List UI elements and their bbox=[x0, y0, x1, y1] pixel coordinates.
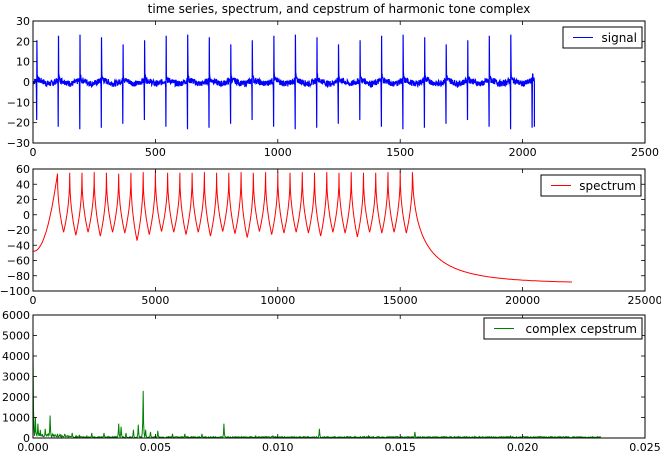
x-tick-label: 15000 bbox=[383, 294, 418, 307]
x-tick-label: 0.015 bbox=[384, 441, 416, 454]
y-tick-label: −100 bbox=[0, 285, 30, 298]
spectrum-line bbox=[33, 171, 572, 283]
y-tick-label: 1000 bbox=[2, 412, 30, 425]
y-tick-label: −10 bbox=[7, 96, 30, 109]
figure-title: time series, spectrum, and cepstrum of h… bbox=[148, 2, 531, 16]
legend-label: spectrum bbox=[579, 179, 636, 193]
signal-line bbox=[33, 34, 536, 130]
x-tick-label: 0.005 bbox=[140, 441, 172, 454]
time-series-axes: 0 500 1000 1500 2000 2500 −30 −20 −10 0 10 20 30 sign… bbox=[7, 15, 659, 159]
x-tick-label: 20000 bbox=[505, 294, 540, 307]
x-tick-label: 10000 bbox=[260, 294, 295, 307]
x-tick-label: 1000 bbox=[264, 146, 292, 159]
y-tick-label: −20 bbox=[7, 117, 30, 130]
y-tick-label: 40 bbox=[16, 178, 30, 191]
x-tick-label: 2500 bbox=[631, 146, 659, 159]
y-tick-label: 3000 bbox=[2, 371, 30, 384]
x-tick-label: 0.000 bbox=[17, 441, 49, 454]
y-tick-label: 60 bbox=[16, 163, 30, 176]
x-tick-label: 0.020 bbox=[507, 441, 539, 454]
y-tick-label: −40 bbox=[7, 239, 30, 252]
x-tick-label: 0 bbox=[30, 146, 37, 159]
y-tick-label: 20 bbox=[16, 194, 30, 207]
x-tick-label: 2000 bbox=[509, 146, 537, 159]
legend: spectrum bbox=[540, 174, 642, 197]
x-tick-label: 5000 bbox=[141, 294, 169, 307]
y-tick-label: 2000 bbox=[2, 391, 30, 404]
legend: signal bbox=[562, 26, 643, 49]
y-tick-label: 6000 bbox=[2, 309, 30, 322]
cepstrum-axes: 0.000 0.005 0.010 0.015 0.020 0.025 0 1000 2000 3… bbox=[2, 309, 661, 454]
complex-cepstrum-line bbox=[33, 349, 601, 438]
x-tick-label: 0.025 bbox=[629, 441, 661, 454]
x-tick-label: 25000 bbox=[628, 294, 661, 307]
y-tick-label: 10 bbox=[16, 56, 30, 69]
spectrum-axes: 0 5000 10000 15000 20000 25000 −100 −80 −60 −40 −2… bbox=[0, 163, 661, 307]
y-tick-label: 30 bbox=[16, 15, 30, 28]
y-tick-label: −30 bbox=[7, 137, 30, 150]
x-tick-label: 0.010 bbox=[262, 441, 294, 454]
x-tick-label: 0 bbox=[30, 294, 37, 307]
y-tick-label: 0 bbox=[23, 76, 30, 89]
y-tick-label: −80 bbox=[7, 270, 30, 283]
y-tick-label: 20 bbox=[16, 35, 30, 48]
y-tick-label: −60 bbox=[7, 255, 30, 268]
x-tick-label: 500 bbox=[145, 146, 166, 159]
y-tick-label: −20 bbox=[7, 224, 30, 237]
x-tick-label: 1500 bbox=[386, 146, 414, 159]
y-tick-label: 4000 bbox=[2, 350, 30, 363]
y-tick-label: 0 bbox=[23, 209, 30, 222]
y-tick-label: 0 bbox=[23, 432, 30, 445]
legend-label: complex cepstrum bbox=[526, 322, 637, 336]
y-tick-label: 5000 bbox=[2, 330, 30, 343]
legend-label: signal bbox=[602, 31, 638, 45]
legend: complex cepstrum bbox=[483, 317, 643, 340]
